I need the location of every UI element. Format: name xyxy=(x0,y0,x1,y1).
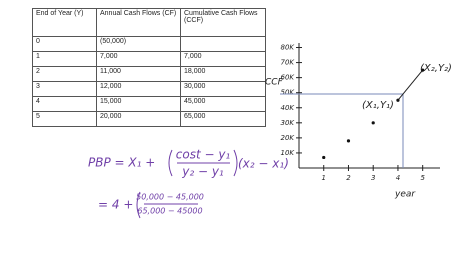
x-tick-label: 3 xyxy=(371,174,375,182)
formula-lead: PBP = X₁ + xyxy=(88,156,155,170)
x-tick-label: 5 xyxy=(420,174,425,182)
table-row: 5 20,000 65,000 xyxy=(32,111,266,127)
x-tick-label: 1 xyxy=(322,174,326,182)
point xyxy=(346,139,351,143)
y-tick-label: 30K xyxy=(281,119,296,127)
table-row: 4 15,000 45,000 xyxy=(32,96,266,112)
formula-den: y₂ − y₁ xyxy=(181,165,224,179)
x-axis-label: year xyxy=(394,190,416,200)
table-cell: 20,000 xyxy=(96,111,181,127)
x-tick-label: 2 xyxy=(346,174,351,182)
point xyxy=(396,98,400,102)
y-tick-label: 50K xyxy=(281,89,296,97)
y-axis-label: CCF xyxy=(265,78,284,88)
annotation: (X₂,Y₂) xyxy=(420,63,452,74)
connector xyxy=(397,69,424,101)
formula-num-2: 50,000 − 45,000 xyxy=(136,193,204,202)
table-cell: 65,000 xyxy=(180,111,266,127)
y-tick-label: 60K xyxy=(281,74,296,82)
annotation: (X₁,Y₁) xyxy=(362,100,394,111)
table-row: 2 11,000 18,000 xyxy=(32,66,266,82)
formula-tail: (x₂ − x₁) xyxy=(238,157,289,171)
cash-flow-table: End of Year (Y) Annual Cash Flows (CF) Cum… xyxy=(32,8,266,127)
paren xyxy=(136,191,141,219)
y-tick-label: 40K xyxy=(281,104,296,112)
table-body: End of Year (Y) Annual Cash Flows (CF) Cum… xyxy=(32,8,266,127)
formula-lead-2: = 4 + xyxy=(98,198,133,212)
formula-den-2: 65,000 − 45000 xyxy=(137,207,202,216)
table-row: 1 7,000 7,000 xyxy=(32,51,266,67)
x-tick-label: 4 xyxy=(396,174,400,182)
point xyxy=(421,68,425,72)
y-tick-label: 70K xyxy=(281,59,296,67)
y-tick-label: 80K xyxy=(281,44,296,52)
point xyxy=(322,155,326,160)
formula-num: cost − y₁ xyxy=(176,148,231,162)
y-tick-label: 10K xyxy=(281,149,296,157)
point xyxy=(371,121,375,125)
formula: PBP = X₁ + cost − y₁ y₂ − y₁ (x₂ − x₁) =… xyxy=(88,148,289,219)
paren xyxy=(168,149,238,177)
y-tick-label: 20K xyxy=(281,134,296,142)
